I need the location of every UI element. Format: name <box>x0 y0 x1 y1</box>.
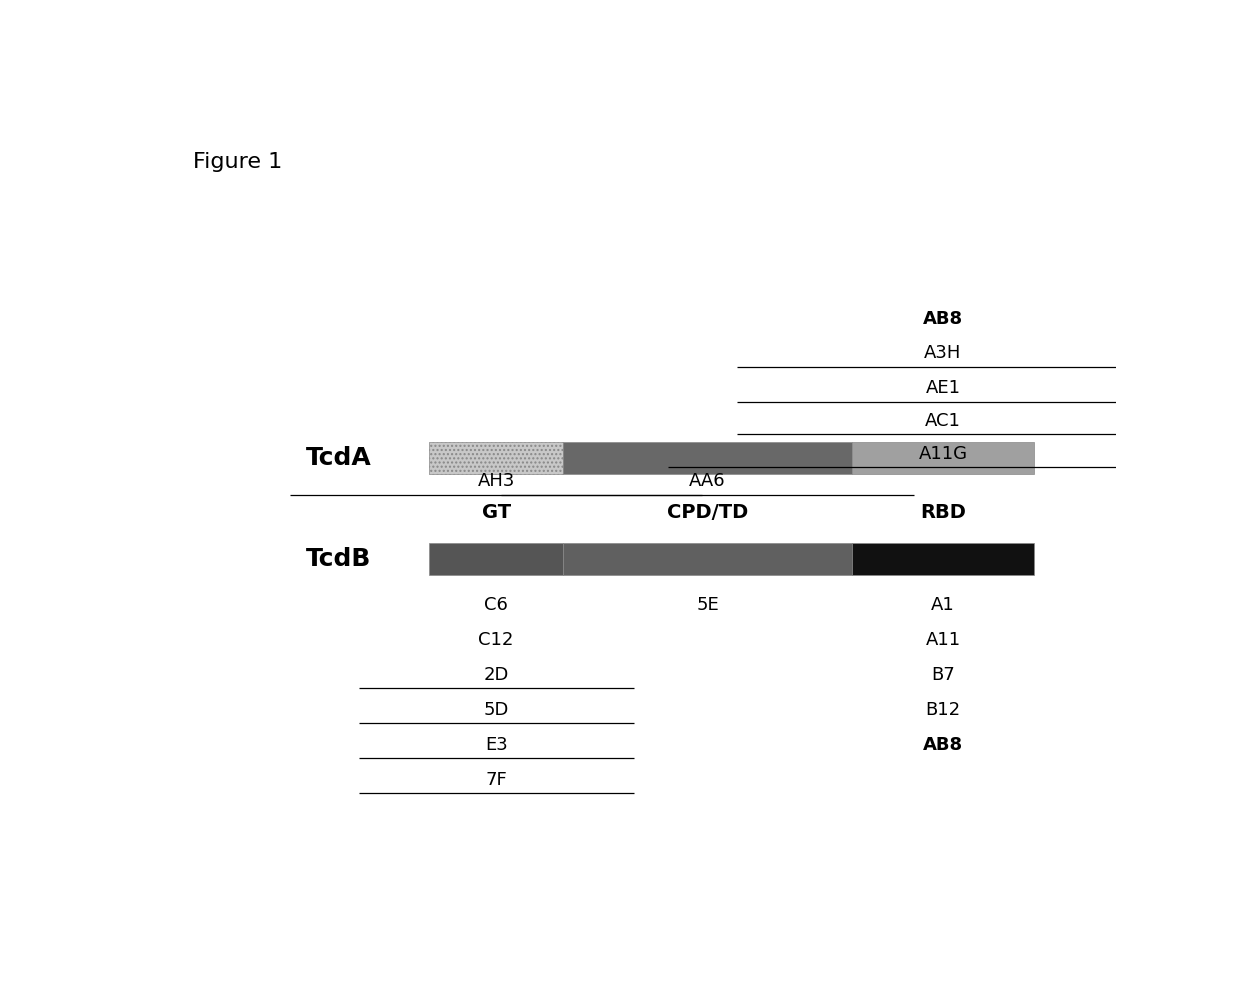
Text: AA6: AA6 <box>689 472 725 490</box>
Text: E3: E3 <box>485 736 507 754</box>
Text: AE1: AE1 <box>925 380 961 398</box>
Text: C6: C6 <box>484 596 508 614</box>
Text: B7: B7 <box>931 667 955 684</box>
Text: CPD/TD: CPD/TD <box>667 502 748 522</box>
Text: A11: A11 <box>925 631 961 650</box>
Text: 5D: 5D <box>484 701 508 719</box>
Text: 5E: 5E <box>696 596 719 614</box>
Text: A3H: A3H <box>924 344 962 363</box>
Text: AC1: AC1 <box>925 412 961 430</box>
Text: 7F: 7F <box>485 771 507 788</box>
Text: A1: A1 <box>931 596 955 614</box>
Bar <box>429 543 563 575</box>
Text: 2D: 2D <box>484 667 508 684</box>
Bar <box>852 543 1034 575</box>
Bar <box>852 442 1034 474</box>
Bar <box>429 442 563 474</box>
Text: TcdA: TcdA <box>305 446 371 470</box>
Text: A11G: A11G <box>919 445 967 463</box>
Text: RBD: RBD <box>920 502 966 522</box>
Text: AB8: AB8 <box>923 309 963 327</box>
Text: C12: C12 <box>479 631 513 650</box>
Text: AH3: AH3 <box>477 472 515 490</box>
Text: Figure 1: Figure 1 <box>193 152 283 172</box>
Bar <box>563 543 852 575</box>
Text: TcdB: TcdB <box>306 547 371 571</box>
Bar <box>563 442 852 474</box>
Text: GT: GT <box>481 502 511 522</box>
Text: B12: B12 <box>925 701 961 719</box>
Text: AB8: AB8 <box>923 736 963 754</box>
